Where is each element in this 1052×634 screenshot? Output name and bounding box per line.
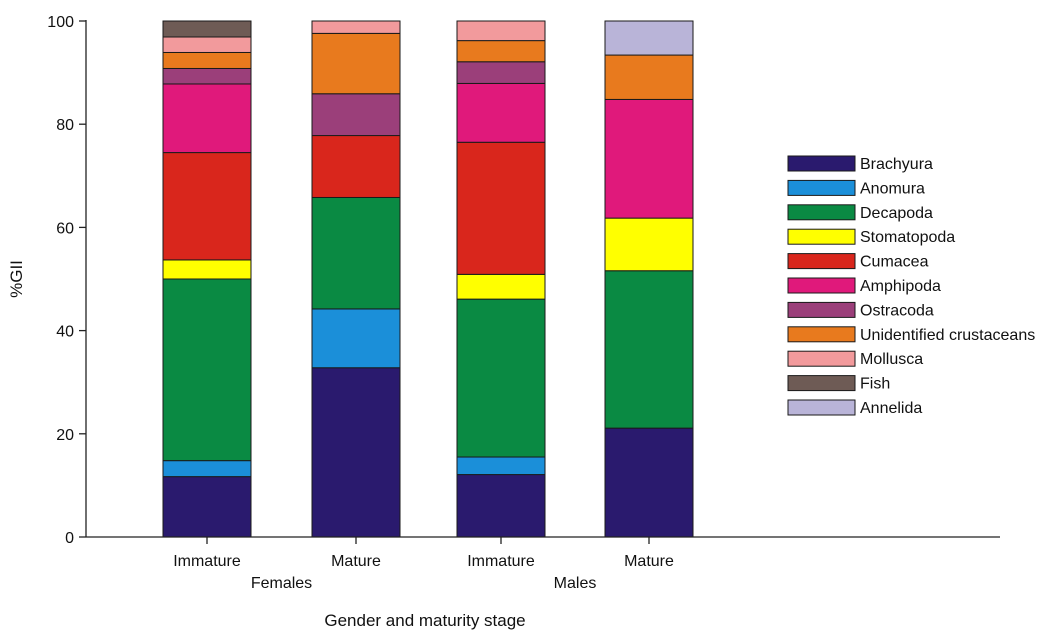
- bars-layer: [162, 20, 694, 538]
- legend-swatch: [787, 228, 856, 245]
- bar-segment-anomura-2: [311, 308, 401, 369]
- legend-label: Brachyura: [860, 156, 933, 173]
- bar-segment-cumacea-2: [311, 135, 401, 198]
- y-axis-title: %GII: [7, 260, 26, 298]
- bar-segment-brachyura-2: [311, 367, 401, 538]
- bar-segment-ostracoda-2: [311, 93, 401, 137]
- bar-segment-stomatopoda-4: [604, 217, 694, 272]
- bar-segment-mollusca-2: [311, 20, 401, 34]
- bar-segment-unidentified-crustaceans-3: [456, 40, 546, 63]
- bar-segment-anomura-1: [162, 460, 252, 478]
- legend-label: Cumacea: [860, 254, 929, 271]
- bar-segment-mollusca-1: [162, 36, 252, 53]
- bar-segment-anomura-3: [456, 456, 546, 476]
- x-tick-label: Mature: [624, 553, 674, 570]
- legend-label: Annelida: [860, 400, 922, 417]
- legend-swatch: [787, 155, 856, 172]
- group-label: Males: [554, 575, 597, 592]
- y-tick-label: 60: [56, 220, 74, 237]
- x-ticks: Immature Mature Immature Mature: [173, 537, 674, 570]
- bar-segment-unidentified-crustaceans-1: [162, 51, 252, 69]
- bar-segment-fish-1: [162, 20, 252, 38]
- legend-label: Fish: [860, 376, 890, 393]
- legend-swatch: [787, 399, 856, 416]
- axes-layer: [85, 20, 1000, 538]
- legend-label: Decapoda: [860, 205, 933, 222]
- bar-segment-decapoda-2: [311, 196, 401, 310]
- group-label: Females: [251, 575, 312, 592]
- bar-segment-ostracoda-3: [456, 61, 546, 84]
- bar-segment-annelida-4: [604, 20, 694, 56]
- legend-swatch: [787, 179, 856, 196]
- legend-swatch: [787, 253, 856, 270]
- bar-segment-amphipoda-4: [604, 98, 694, 219]
- y-tick-label: 40: [56, 324, 74, 341]
- bar-segment-stomatopoda-3: [456, 273, 546, 300]
- legend-label: Mollusca: [860, 351, 923, 368]
- x-axis-title: Gender and maturity stage: [324, 611, 525, 630]
- legend-label: Amphipoda: [860, 278, 941, 295]
- legend-swatch: [787, 326, 856, 343]
- y-tick-label: 20: [56, 427, 74, 444]
- legend: Brachyura Anomura Decapoda Stomatopoda Cumac…: [787, 155, 1035, 417]
- bar-segment-brachyura-4: [604, 427, 694, 538]
- bar-segment-decapoda-4: [604, 270, 694, 429]
- x-tick-label: Immature: [173, 553, 241, 570]
- legend-label: Anomura: [860, 180, 925, 197]
- legend-swatch: [787, 301, 856, 318]
- bar-segment-stomatopoda-1: [162, 259, 252, 280]
- bar-segment-unidentified-crustaceans-2: [311, 32, 401, 95]
- bar-segment-cumacea-3: [456, 141, 546, 275]
- legend-label: Stomatopoda: [860, 229, 955, 246]
- x-tick-label: Immature: [467, 553, 535, 570]
- y-tick-label: 80: [56, 117, 74, 134]
- legend-label: Ostracoda: [860, 302, 934, 319]
- bar-segment-brachyura-3: [456, 474, 546, 538]
- bar-segment-brachyura-1: [162, 476, 252, 538]
- y-tick-label: 0: [65, 530, 74, 547]
- bar-segment-ostracoda-1: [162, 67, 252, 85]
- x-tick-label: Mature: [331, 553, 381, 570]
- bar-segment-mollusca-3: [456, 20, 546, 42]
- legend-swatch: [787, 277, 856, 294]
- bar-segment-amphipoda-3: [456, 82, 546, 143]
- legend-label: Unidentified crustaceans: [860, 327, 1035, 344]
- group-labels: Females Males: [251, 575, 597, 592]
- bar-segment-amphipoda-1: [162, 83, 252, 154]
- legend-swatch: [787, 350, 856, 367]
- bar-segment-decapoda-3: [456, 298, 546, 458]
- bar-segment-decapoda-1: [162, 278, 252, 462]
- y-tick-label: 100: [47, 14, 74, 31]
- legend-swatch: [787, 375, 856, 392]
- bar-segment-cumacea-1: [162, 152, 252, 261]
- bar-segment-unidentified-crustaceans-4: [604, 54, 694, 100]
- y-ticks: 0 20 40 60 80 100: [47, 14, 86, 547]
- legend-swatch: [787, 204, 856, 221]
